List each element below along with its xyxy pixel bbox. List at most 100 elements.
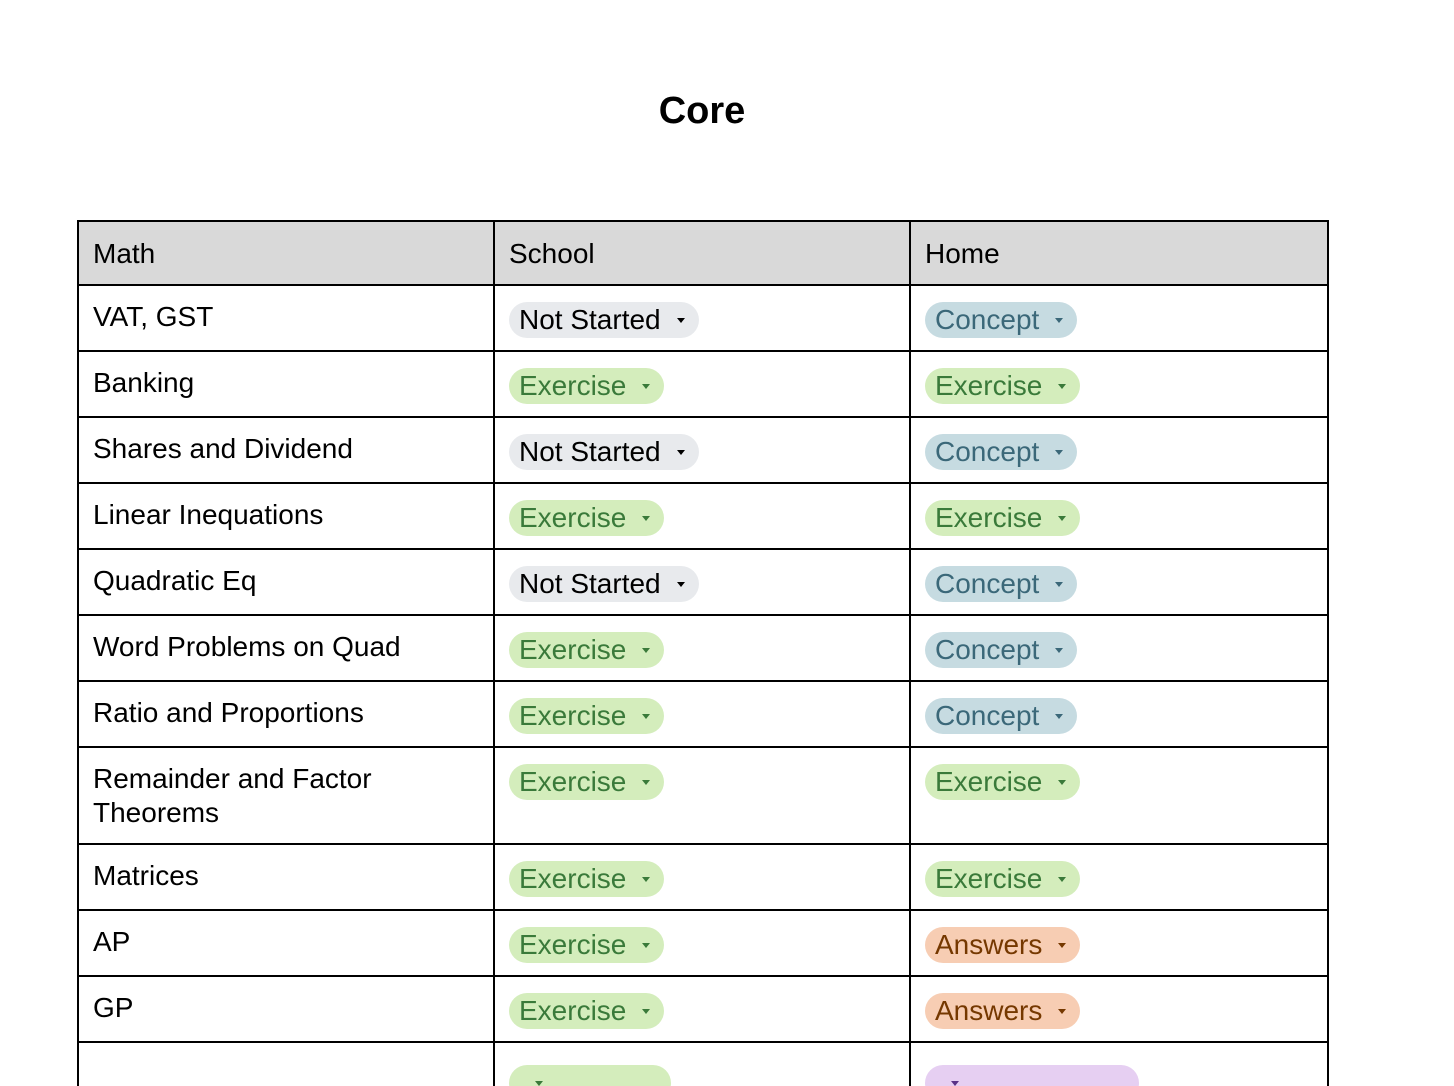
chevron-down-icon [642,1008,651,1014]
home-status-cell: Exercise [909,482,1329,550]
chevron-down-icon [1055,317,1064,323]
topic-cell: VAT, GST [77,284,495,352]
table-row: Linear Inequations Exercise Exercise [77,482,1329,550]
table-row: Ratio and Proportions Exercise Concept [77,680,1329,748]
status-label: Exercise [519,863,627,894]
table-row: GP Exercise Answers [77,975,1329,1043]
table-row [77,1041,1329,1086]
status-label: Exercise [519,700,627,731]
status-label: Exercise [519,634,627,665]
home-status-dropdown[interactable]: Exercise [925,764,1081,800]
school-status-cell: Exercise [493,482,911,550]
chevron-down-icon [1058,1008,1067,1014]
school-status-dropdown[interactable]: Exercise [509,861,665,897]
chevron-down-icon [676,317,685,323]
home-status-cell: Concept [909,614,1329,682]
school-status-cell: Exercise [493,843,911,911]
status-label: Concept [935,700,1040,731]
progress-table: Math School Home VAT, GST Not Started Conc… [77,220,1329,1086]
school-status-cell: Exercise [493,975,911,1043]
status-label: Exercise [519,929,627,960]
chevron-down-icon [642,383,651,389]
status-label: Not Started [519,304,661,335]
school-status-dropdown[interactable]: Exercise [509,632,665,668]
status-label: Not Started [519,568,661,599]
status-label: Exercise [519,370,627,401]
chevron-down-icon [1055,581,1064,587]
status-label: Exercise [935,370,1043,401]
school-status-dropdown[interactable]: Exercise [509,368,665,404]
topic-cell: Linear Inequations [77,482,495,550]
school-status-cell: Not Started [493,284,911,352]
topic-cell: GP [77,975,495,1043]
home-status-cell: Answers [909,975,1329,1043]
school-status-dropdown[interactable]: Not Started [509,566,699,602]
home-status-cell: Concept [909,680,1329,748]
status-label: Not Started [519,436,661,467]
home-status-cell: Concept [909,284,1329,352]
status-label: Exercise [519,995,627,1026]
school-status-dropdown[interactable] [509,1065,671,1086]
page-title: Core [658,90,746,132]
status-label: Concept [935,568,1040,599]
topic-cell: Ratio and Proportions [77,680,495,748]
school-status-dropdown[interactable]: Exercise [509,764,665,800]
table-row: Quadratic Eq Not Started Concept [77,548,1329,616]
chevron-down-icon [1058,876,1067,882]
school-status-dropdown[interactable]: Exercise [509,500,665,536]
home-status-dropdown[interactable]: Answers [925,993,1081,1029]
column-header-home: Home [909,220,1329,286]
school-status-cell: Not Started [493,548,911,616]
chevron-down-icon [642,942,651,948]
status-label: Concept [935,634,1040,665]
chevron-down-icon [951,1080,959,1086]
topic-cell: AP [77,909,495,977]
status-label: Exercise [935,502,1043,533]
home-status-dropdown[interactable]: Answers [925,927,1081,963]
chevron-down-icon [642,779,651,785]
home-status-dropdown[interactable]: Exercise [925,861,1081,897]
school-status-dropdown[interactable]: Exercise [509,993,665,1029]
chevron-down-icon [1058,383,1067,389]
table-header-row: Math School Home [77,220,1329,286]
column-header-school: School [493,220,911,286]
school-status-cell: Exercise [493,680,911,748]
school-status-dropdown[interactable]: Not Started [509,302,699,338]
home-status-dropdown[interactable] [925,1065,1139,1086]
table-row: VAT, GST Not Started Concept [77,284,1329,352]
home-status-cell: Exercise [909,350,1329,418]
school-status-cell: Exercise [493,350,911,418]
home-status-dropdown[interactable]: Exercise [925,500,1081,536]
home-status-cell: Exercise [909,843,1329,911]
topic-cell: Word Problems on Quad [77,614,495,682]
status-label: Answers [935,995,1043,1026]
chevron-down-icon [676,581,685,587]
topic-cell [77,1041,495,1086]
home-status-cell: Concept [909,548,1329,616]
home-status-cell: Answers [909,909,1329,977]
status-label: Concept [935,436,1040,467]
home-status-dropdown[interactable]: Concept [925,698,1078,734]
table-row: AP Exercise Answers [77,909,1329,977]
chevron-down-icon [1055,449,1064,455]
home-status-dropdown[interactable]: Concept [925,302,1078,338]
chevron-down-icon [1058,779,1067,785]
home-status-cell: Exercise [909,746,1329,845]
status-label: Concept [935,304,1040,335]
table-row: Shares and Dividend Not Started Concept [77,416,1329,484]
home-status-dropdown[interactable]: Concept [925,434,1078,470]
status-label: Exercise [519,502,627,533]
status-label: Answers [935,929,1043,960]
home-status-dropdown[interactable]: Concept [925,632,1078,668]
chevron-down-icon [642,647,651,653]
home-status-dropdown[interactable]: Exercise [925,368,1081,404]
table-row: Word Problems on Quad Exercise Concept [77,614,1329,682]
home-status-dropdown[interactable]: Concept [925,566,1078,602]
topic-cell: Remainder and Factor Theorems [77,746,495,845]
school-status-dropdown[interactable]: Exercise [509,927,665,963]
chevron-down-icon [1058,942,1067,948]
school-status-dropdown[interactable]: Not Started [509,434,699,470]
school-status-dropdown[interactable]: Exercise [509,698,665,734]
school-status-cell: Exercise [493,614,911,682]
